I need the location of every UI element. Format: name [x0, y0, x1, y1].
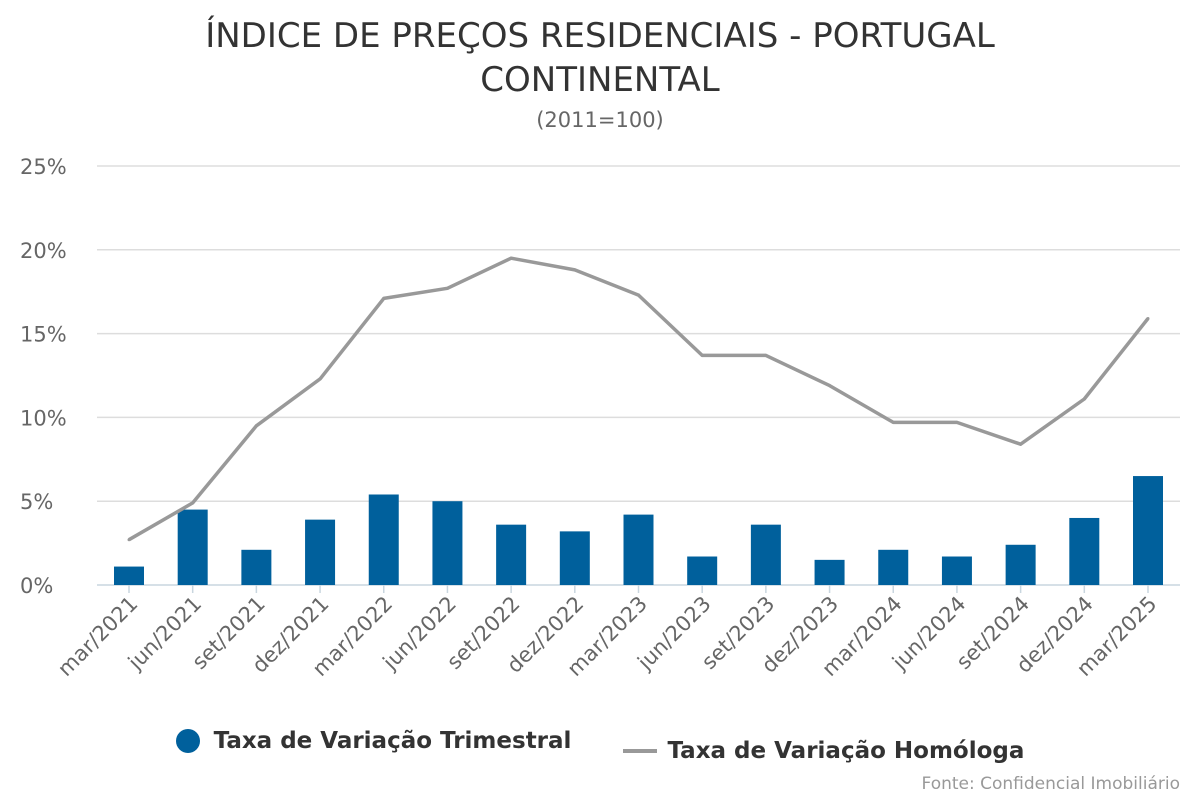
line-point — [1019, 442, 1023, 446]
bar — [241, 549, 272, 585]
line-point — [828, 384, 832, 388]
bar — [878, 549, 909, 585]
bar — [1005, 544, 1036, 585]
y-tick-label: 5% — [20, 490, 53, 514]
line-point — [191, 501, 195, 505]
y-tick-label: 20% — [20, 239, 67, 263]
line-point — [382, 296, 386, 300]
legend-line-marker-icon — [623, 749, 658, 753]
line-point — [700, 353, 704, 357]
bar — [687, 556, 718, 585]
line-point — [1146, 317, 1150, 321]
bar — [814, 559, 845, 585]
line-point — [509, 256, 513, 260]
bar — [432, 501, 463, 585]
line-point — [764, 353, 768, 357]
legend-item-trimestral[interactable]: Taxa de Variação Trimestral — [175, 728, 572, 754]
line-point — [891, 420, 895, 424]
line-point — [1082, 397, 1086, 401]
bar — [305, 519, 336, 585]
legend-label-homologa: Taxa de Variação Homóloga — [667, 738, 1025, 764]
bar — [1133, 476, 1163, 585]
bar — [368, 494, 399, 585]
line-series-homologa — [128, 256, 1150, 542]
y-tick-label: 0% — [20, 574, 53, 598]
y-tick-label: 25% — [20, 155, 67, 179]
line-point — [318, 377, 322, 381]
chart-subtitle: (2011=100) — [536, 108, 664, 132]
chart-title-line2: CONTINENTAL — [480, 60, 720, 100]
line-point — [955, 420, 959, 424]
y-tick-label: 15% — [20, 323, 67, 347]
bar — [177, 509, 208, 585]
bar — [1069, 517, 1100, 585]
line-point — [254, 424, 258, 428]
bar — [496, 524, 527, 585]
line-point — [637, 293, 640, 297]
line-point — [445, 286, 449, 290]
bar — [941, 556, 972, 585]
bar — [559, 531, 590, 585]
x-tick-label: mar/2021 — [53, 592, 142, 681]
chart-title: ÍNDICE DE PREÇOS RESIDENCIAIS - PORTUGAL… — [0, 14, 1200, 102]
y-tick-label: 10% — [20, 406, 67, 430]
legend-label-trimestral: Taxa de Variação Trimestral — [213, 728, 572, 754]
legend-item-homologa[interactable]: Taxa de Variação Homóloga — [623, 738, 1024, 764]
source-note: Fonte: Confidencial Imobiliário — [921, 774, 1180, 794]
chart-title-line1: ÍNDICE DE PREÇOS RESIDENCIAIS - PORTUGAL — [205, 16, 995, 56]
bar — [114, 566, 144, 585]
line-point — [127, 538, 131, 542]
chart-legend: Taxa de Variação Trimestral Taxa de Vari… — [0, 728, 1200, 764]
bar — [750, 524, 781, 585]
line-point — [573, 268, 577, 272]
legend-bar-marker-icon — [175, 729, 200, 753]
bar — [623, 514, 654, 585]
chart-header: ÍNDICE DE PREÇOS RESIDENCIAIS - PORTUGAL… — [0, 14, 1200, 132]
